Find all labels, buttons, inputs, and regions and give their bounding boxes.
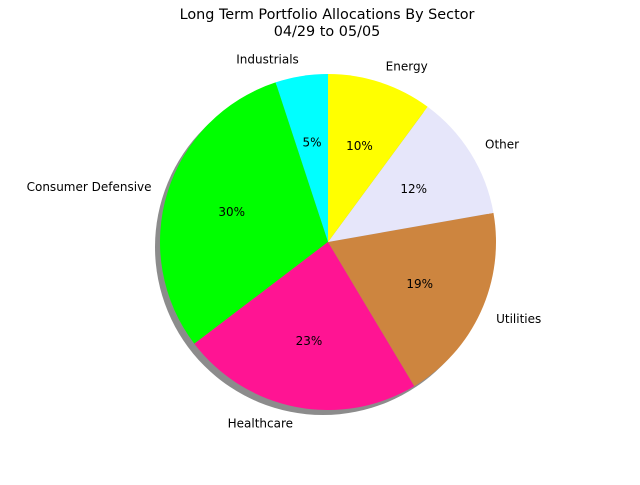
pie-slice-healthcare	[194, 242, 415, 410]
pie-slice-energy	[328, 74, 428, 242]
pie-labels: Industrials 5% Consumer Defensive 30% Health…	[27, 53, 542, 431]
slice-label-consumer-defensive: Consumer Defensive	[27, 180, 152, 194]
chart-title-line2: 04/29 to 05/05	[274, 24, 381, 40]
slice-percent-healthcare: 23%	[296, 334, 323, 348]
slice-label-utilities: Utilities	[496, 312, 541, 326]
chart-title-line1: Long Term Portfolio Allocations By Secto…	[180, 7, 475, 23]
slice-label-other: Other	[485, 138, 519, 152]
pie-slices	[160, 74, 496, 410]
pie-slice-utilities	[328, 212, 496, 387]
pie-slice-industrials	[275, 74, 328, 242]
pie-slice-consumer-defensive	[160, 82, 328, 344]
slice-percent-energy: 10%	[346, 139, 373, 153]
slice-percent-consumer-defensive: 30%	[218, 205, 245, 219]
pie-slice-other	[328, 106, 494, 242]
slice-label-energy: Energy	[386, 59, 428, 73]
slice-percent-industrials: 5%	[303, 135, 322, 149]
slice-percent-other: 12%	[400, 182, 427, 196]
slice-percent-utilities: 19%	[406, 277, 433, 291]
slice-label-industrials: Industrials	[236, 53, 299, 67]
slice-label-healthcare: Healthcare	[228, 416, 293, 430]
